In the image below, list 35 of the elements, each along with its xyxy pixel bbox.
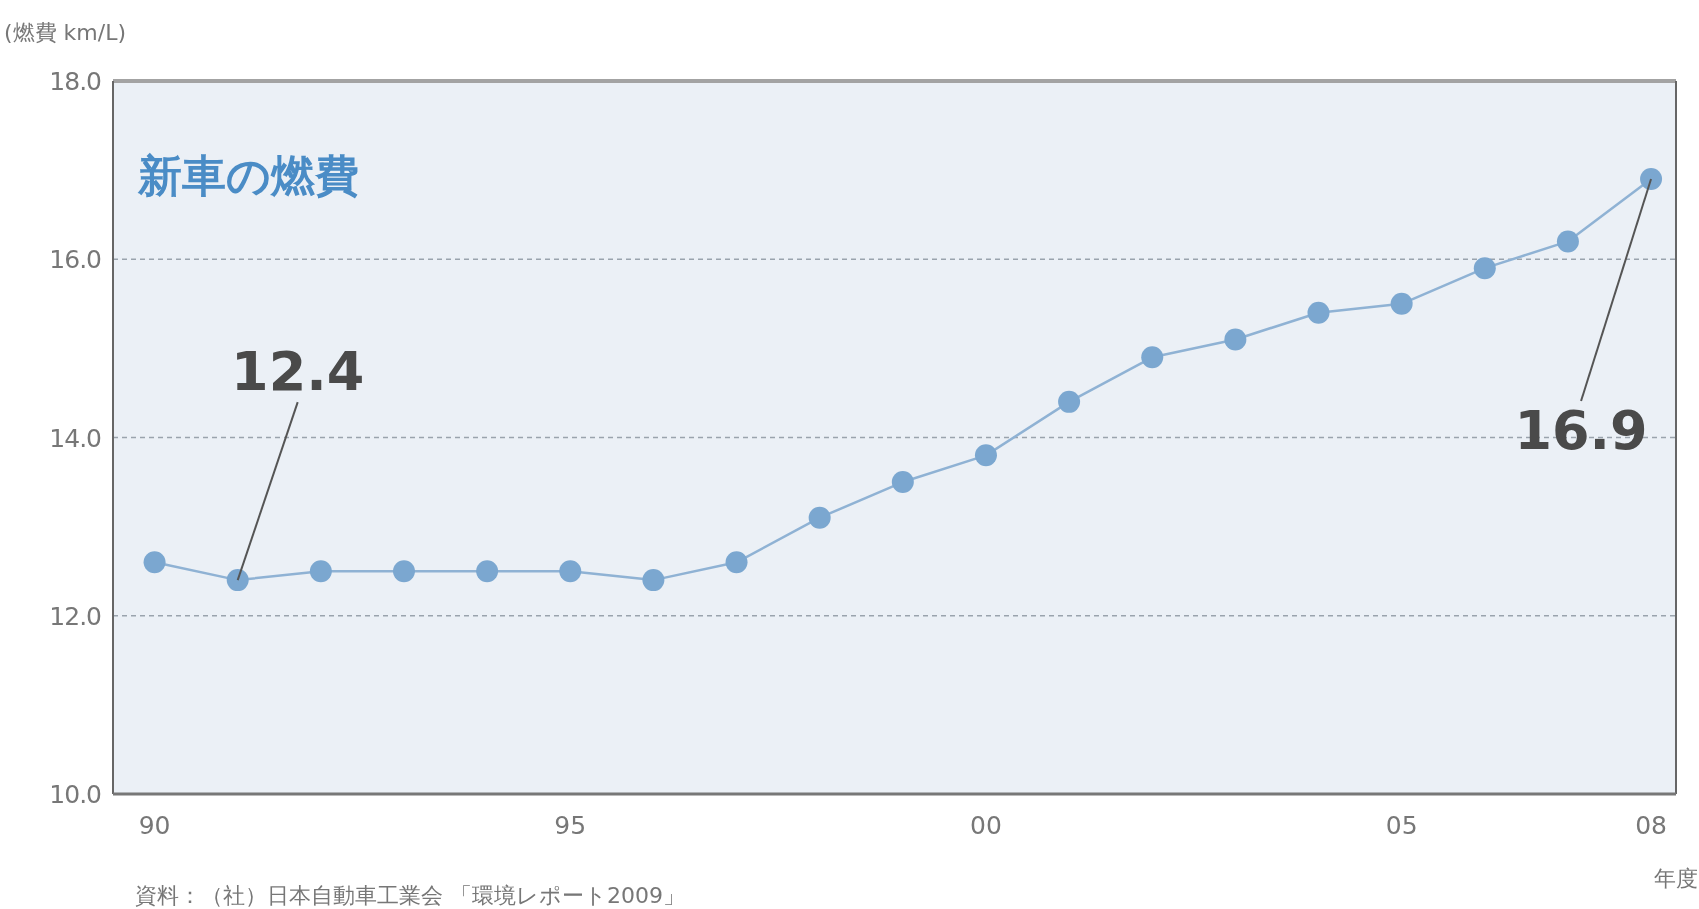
annotation: 12.4	[231, 340, 365, 404]
point	[1141, 346, 1164, 369]
point	[392, 560, 415, 583]
x-tick-label: 08	[1635, 811, 1667, 840]
point	[1307, 301, 1330, 324]
point	[1224, 328, 1247, 351]
x-tick-label: 05	[1385, 811, 1418, 840]
point	[725, 551, 748, 574]
text: 資料：（社）日本自動車工業会 「環境レポート2009」	[135, 883, 685, 908]
x-axis-title: 年度	[1654, 866, 1698, 891]
point	[309, 560, 332, 583]
text: 新車の燃費	[137, 150, 359, 201]
point	[226, 569, 249, 592]
y-tick-label: 18.0	[49, 67, 102, 96]
x-tick-label: 95	[554, 811, 587, 840]
point	[1556, 230, 1579, 253]
annotation: 16.9	[1514, 399, 1648, 463]
y-tick-label: 12.0	[49, 601, 102, 631]
point	[1640, 168, 1663, 191]
y-tick-label: 16.0	[49, 245, 102, 275]
y-tick-label: 10.0	[49, 780, 102, 809]
point	[974, 444, 997, 467]
point	[642, 569, 665, 592]
point	[808, 506, 831, 529]
x-tick-label: 00	[970, 811, 1002, 840]
point	[476, 560, 499, 583]
x-tick-label: 90	[138, 811, 171, 840]
point	[1473, 257, 1496, 280]
point	[1058, 390, 1081, 413]
point	[143, 551, 166, 574]
point	[891, 471, 914, 494]
y-axis-title: (燃費 km/L)	[4, 20, 126, 45]
point	[559, 560, 582, 583]
point	[1390, 292, 1413, 315]
y-tick-label: 14.0	[49, 423, 102, 453]
